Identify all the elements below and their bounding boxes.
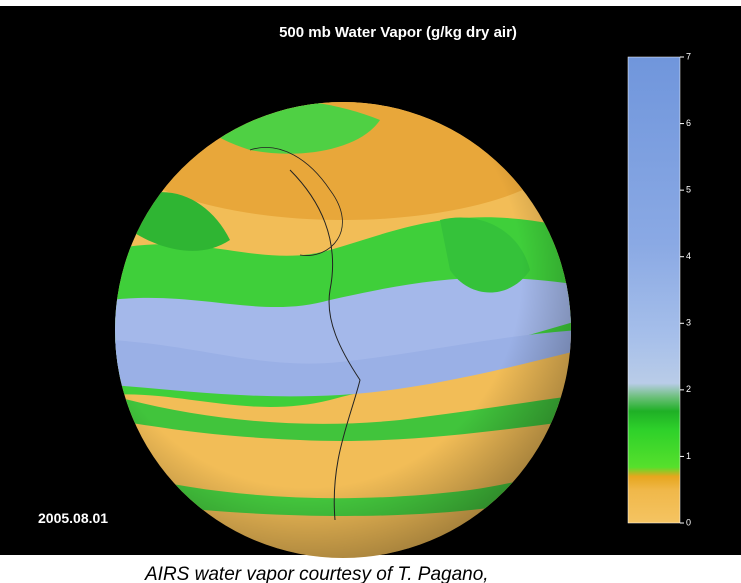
tick-label: 1 xyxy=(686,451,691,461)
globe xyxy=(115,102,571,558)
caption: AIRS water vapor courtesy of T. Pagano, xyxy=(144,564,489,583)
tick-label: 2 xyxy=(686,384,691,394)
tick-label: 3 xyxy=(686,318,691,328)
tick-label: 0 xyxy=(686,517,691,527)
colorbar-ticks: 0 1 2 3 4 5 6 7 xyxy=(680,51,691,527)
date: 2005.08.01 xyxy=(38,510,108,526)
tick-label: 6 xyxy=(686,118,691,128)
top-strip xyxy=(0,0,741,6)
colorbar xyxy=(627,56,681,524)
title: 500 mb Water Vapor (g/kg dry air) xyxy=(279,24,517,41)
tick-label: 5 xyxy=(686,185,691,195)
tick-label: 7 xyxy=(686,51,691,61)
tick-label: 4 xyxy=(686,251,691,261)
